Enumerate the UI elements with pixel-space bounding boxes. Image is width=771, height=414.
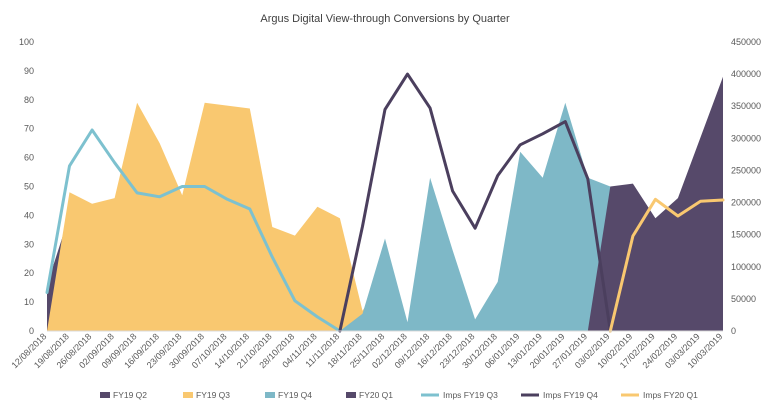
area-fy19-q4 [47, 102, 723, 331]
y-tick-label: 90 [24, 66, 34, 76]
line-imps-fy20-q1 [608, 197, 725, 333]
legend-swatch [265, 392, 275, 398]
legend: FY19 Q2 FY19 Q3 FY19 Q4 FY20 Q1 Imps FY19 Q3… [100, 390, 698, 400]
line-layer [45, 72, 725, 333]
y-tick-label: 40 [24, 210, 34, 220]
legend-item-imps-fy20-q1: Imps FY20 Q1 [621, 390, 698, 400]
y2-tick-label: 350000 [731, 101, 761, 111]
y-tick-label: 50 [24, 182, 34, 192]
legend-label: Imps FY19 Q3 [443, 390, 498, 400]
legend-item-imps-fy19-q3: Imps FY19 Q3 [421, 390, 498, 400]
y2-tick-label: 250000 [731, 165, 761, 175]
legend-label: Imps FY20 Q1 [643, 390, 698, 400]
y-tick-label: 10 [24, 297, 34, 307]
legend-label: Imps FY19 Q4 [543, 390, 598, 400]
y-tick-label: 0 [29, 326, 34, 336]
y2-tick-label: 100000 [731, 262, 761, 272]
line-imps-fy19-q3 [45, 128, 342, 333]
y2-tick-label: 50000 [731, 294, 756, 304]
y-tick-label: 20 [24, 268, 34, 278]
legend-swatch [100, 392, 110, 398]
legend-item-fy19-q4: FY19 Q4 [265, 390, 312, 400]
y2-tick-label: 300000 [731, 133, 761, 143]
y-tick-label: 60 [24, 153, 34, 163]
y2-tick-label: 0 [731, 326, 736, 336]
legend-item-imps-fy19-q4: Imps FY19 Q4 [521, 390, 598, 400]
y2-tick-label: 400000 [731, 69, 761, 79]
y2-tick-label: 200000 [731, 198, 761, 208]
y-tick-label: 100 [19, 37, 34, 47]
y-tick-label: 70 [24, 124, 34, 134]
area-fy20-q1 [47, 76, 723, 331]
legend-item-fy19-q3: FY19 Q3 [183, 390, 230, 400]
y2-tick-label: 150000 [731, 230, 761, 240]
legend-item-fy20-q1: FY20 Q1 [346, 390, 393, 400]
line-imps-fy19-q4 [338, 72, 612, 333]
legend-label: FY20 Q1 [359, 390, 393, 400]
area-layer [47, 76, 723, 331]
area-fy19-q3 [47, 102, 723, 331]
legend-swatch [346, 392, 356, 398]
legend-label: FY19 Q4 [278, 390, 312, 400]
y-tick-label: 80 [24, 95, 34, 105]
legend-item-fy19-q2: FY19 Q2 [100, 390, 147, 400]
legend-label: FY19 Q3 [196, 390, 230, 400]
legend-swatch [183, 392, 193, 398]
chart-title: Argus Digital View-through Conversions b… [260, 13, 510, 25]
legend-label: FY19 Q2 [113, 390, 147, 400]
y-tick-label: 30 [24, 239, 34, 249]
y2-tick-label: 450000 [731, 37, 761, 47]
